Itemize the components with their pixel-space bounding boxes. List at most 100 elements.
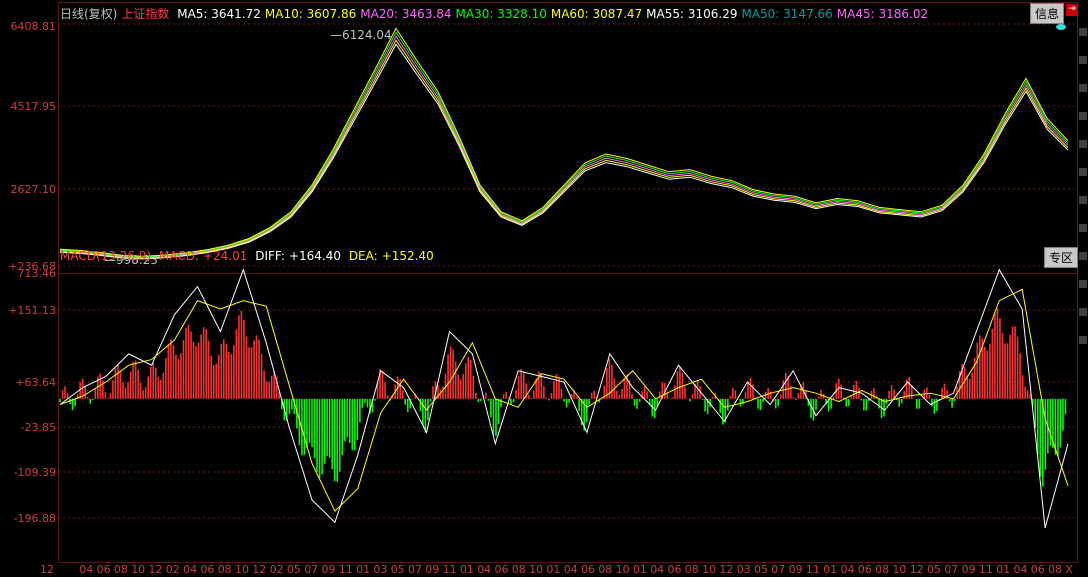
x-tick-label: 06 bbox=[581, 563, 595, 576]
x-tick-label: 04 bbox=[563, 563, 578, 576]
x-tick-label: 01 bbox=[823, 563, 838, 576]
arrow-icon[interactable]: ⇥ bbox=[1066, 4, 1078, 16]
x-tick-label: 01 bbox=[356, 563, 371, 576]
ma-item-0: MA5: 3641.72 bbox=[177, 7, 261, 21]
side-mark bbox=[1079, 280, 1087, 288]
x-tick-label: 08 bbox=[1048, 563, 1063, 576]
x-tick-label: 09 bbox=[961, 563, 976, 576]
x-tick-label: 12 bbox=[909, 563, 924, 576]
low-price-label: —998.23 bbox=[104, 253, 158, 267]
x-tick-label: 08 bbox=[511, 563, 526, 576]
macd-y-label-1: +151.13 bbox=[8, 304, 56, 317]
x-tick-label: 12 bbox=[40, 563, 54, 576]
ma-line-3 bbox=[59, 31, 1069, 258]
macd-name: MACD(13,26,9) bbox=[60, 249, 152, 263]
x-tick-label: 04 bbox=[79, 563, 94, 576]
x-tick-label: 08 bbox=[598, 563, 613, 576]
x-tick-label: 11 bbox=[442, 563, 457, 576]
ma-item-3: MA30: 3328.10 bbox=[455, 7, 547, 21]
zone-button[interactable]: 专区 bbox=[1043, 247, 1078, 268]
macd-legend: MACD(13,26,9) MACD: +24.01 DIFF: +164.40 D… bbox=[60, 249, 438, 263]
x-tick-label: 03 bbox=[373, 563, 388, 576]
x-tick-label: 05 bbox=[927, 563, 941, 576]
ma-item-4: MA60: 3087.47 bbox=[550, 7, 643, 21]
x-tick-label: 05 bbox=[390, 563, 405, 576]
macd-y-label-4: -109.39 bbox=[13, 466, 56, 479]
x-tick-label: 11 bbox=[338, 563, 353, 576]
ma-items: MA5: 3641.72 MA10: 3607.86 MA20: 3463.84 MA… bbox=[177, 7, 932, 21]
macd-y-label-5: -196.88 bbox=[13, 512, 56, 525]
x-tick-label: 08 bbox=[875, 563, 890, 576]
price-legend: 日线(复权) 上证指数 MA5: 3641.72 MA10: 3607.86 MA20… bbox=[60, 5, 936, 22]
dea-value: +152.40 bbox=[381, 249, 434, 263]
x-tick-label: 02 bbox=[269, 563, 284, 576]
ma-line-2 bbox=[59, 35, 1069, 259]
symbol-label: 上证指数 bbox=[121, 7, 170, 21]
x-tick-label: 07 bbox=[771, 563, 786, 576]
x-tick-label: 08 bbox=[217, 563, 232, 576]
x-tick-label: 11 bbox=[805, 563, 820, 576]
x-tick-label: X bbox=[1065, 563, 1073, 576]
x-tick-label: 11 bbox=[978, 563, 993, 576]
x-tick-label: 07 bbox=[944, 563, 959, 576]
ma-line-0 bbox=[59, 43, 1069, 260]
dea-label: DEA: bbox=[348, 249, 378, 263]
x-tick-label: 10 bbox=[235, 563, 249, 576]
x-tick-label: 05 bbox=[286, 563, 301, 576]
x-tick-label: 02 bbox=[165, 563, 180, 576]
period-label: 日线(复权) bbox=[60, 7, 118, 21]
x-tick-label: 04 bbox=[650, 563, 665, 576]
macd-chart-panel[interactable] bbox=[58, 273, 1078, 563]
side-mark bbox=[1079, 112, 1087, 120]
x-tick-label: 01 bbox=[632, 563, 647, 576]
x-tick-label: 06 bbox=[857, 563, 872, 576]
x-tick-label: 04 bbox=[840, 563, 855, 576]
x-tick-label: 01 bbox=[546, 563, 561, 576]
x-tick-label: 03 bbox=[736, 563, 751, 576]
macd-y-label-2: +63.64 bbox=[15, 376, 56, 389]
macd-value: +24.01 bbox=[202, 249, 248, 263]
x-tick-label: 07 bbox=[304, 563, 319, 576]
x-tick-label: 12 bbox=[148, 563, 163, 576]
x-tick-label: 04 bbox=[183, 563, 198, 576]
x-tick-label: 06 bbox=[1030, 563, 1045, 576]
diff-value: +164.40 bbox=[288, 249, 341, 263]
x-tick-label: 04 bbox=[1013, 563, 1028, 576]
ma-item-7: MA45: 3186.02 bbox=[836, 7, 929, 21]
ma-item-2: MA20: 3463.84 bbox=[360, 7, 452, 21]
high-price-label: —6124.04 bbox=[330, 28, 392, 42]
x-tick-label: 09 bbox=[321, 563, 336, 576]
x-tick-label: 06 bbox=[667, 563, 682, 576]
x-tick-label: 07 bbox=[408, 563, 422, 576]
macd-y-label-0: +236.68 bbox=[8, 260, 56, 273]
x-tick-label: 01 bbox=[996, 563, 1011, 576]
x-tick-label: 06 bbox=[200, 563, 215, 576]
ma-item-5: MA55: 3106.29 bbox=[646, 7, 738, 21]
price-y-label-1: 4517.95 bbox=[10, 100, 57, 113]
price-y-label-3: 713.46 bbox=[17, 267, 57, 280]
side-mark bbox=[1079, 28, 1087, 36]
info-button[interactable]: 信息 bbox=[1029, 3, 1064, 24]
macd-label: MACD: bbox=[158, 249, 199, 263]
up-marker-icon bbox=[1056, 24, 1066, 30]
right-scroll-strip[interactable] bbox=[1079, 20, 1088, 560]
side-mark bbox=[1079, 336, 1087, 344]
x-tick-label: 05 bbox=[754, 563, 768, 576]
diff-line bbox=[59, 268, 1069, 529]
x-tick-label: 09 bbox=[425, 563, 440, 576]
x-tick-label: 10 bbox=[702, 563, 717, 576]
x-tick-label: 10 bbox=[892, 563, 907, 576]
x-tick-label: 01 bbox=[459, 563, 474, 576]
x-tick-label: 08 bbox=[684, 563, 699, 576]
ma-item-1: MA10: 3607.86 bbox=[264, 7, 357, 21]
side-mark bbox=[1079, 252, 1087, 260]
diff-label: DIFF: bbox=[255, 249, 285, 263]
x-tick-label: 10 bbox=[615, 563, 630, 576]
side-mark bbox=[1079, 224, 1087, 232]
macd-y-label-3: -23.85 bbox=[20, 421, 56, 434]
ma-line-4 bbox=[59, 27, 1069, 257]
x-tick-label: 10 bbox=[529, 563, 544, 576]
side-mark bbox=[1079, 308, 1087, 316]
ma-item-6: MA50: 3147.66 bbox=[741, 7, 833, 21]
side-mark bbox=[1079, 56, 1087, 64]
